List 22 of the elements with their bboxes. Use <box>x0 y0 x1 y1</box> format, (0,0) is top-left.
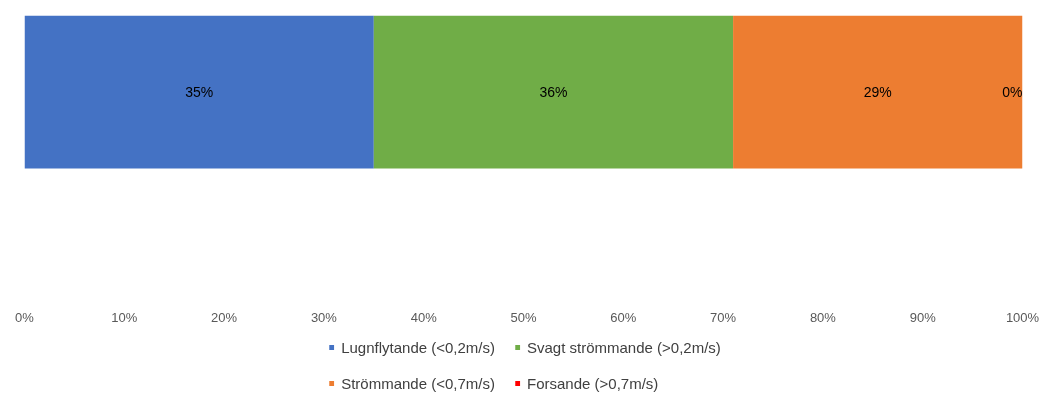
bar <box>24 15 374 169</box>
x-tick-label: 30% <box>310 309 338 325</box>
data-label: 35% <box>185 83 214 100</box>
data-label: 36% <box>539 83 568 100</box>
data-label: 0% <box>1002 83 1023 100</box>
x-tick-label: 50% <box>510 309 537 325</box>
bar <box>733 15 1023 169</box>
x-tick-label: 10% <box>111 309 138 325</box>
x-tick-label: 60% <box>610 309 637 325</box>
legend-label: Forsande (>0,7m/s) <box>527 373 659 393</box>
x-tick-label: 40% <box>410 309 438 325</box>
x-tick-label: 100% <box>1005 309 1040 325</box>
x-tick-label: 70% <box>710 309 737 325</box>
bar <box>373 15 734 169</box>
x-tick-label: 80% <box>809 309 837 325</box>
legend-label: Lugnflytande (<0,2m/s) <box>341 337 496 357</box>
x-tick-label: 20% <box>211 309 238 325</box>
legend-label: Svagt strömmande (>0,2m/s) <box>527 337 721 357</box>
x-tick-label: 90% <box>909 309 937 325</box>
data-label: 29% <box>863 83 892 100</box>
x-tick-label: 0% <box>15 309 35 325</box>
legend-label: Strömmande (<0,7m/s) <box>341 373 495 393</box>
